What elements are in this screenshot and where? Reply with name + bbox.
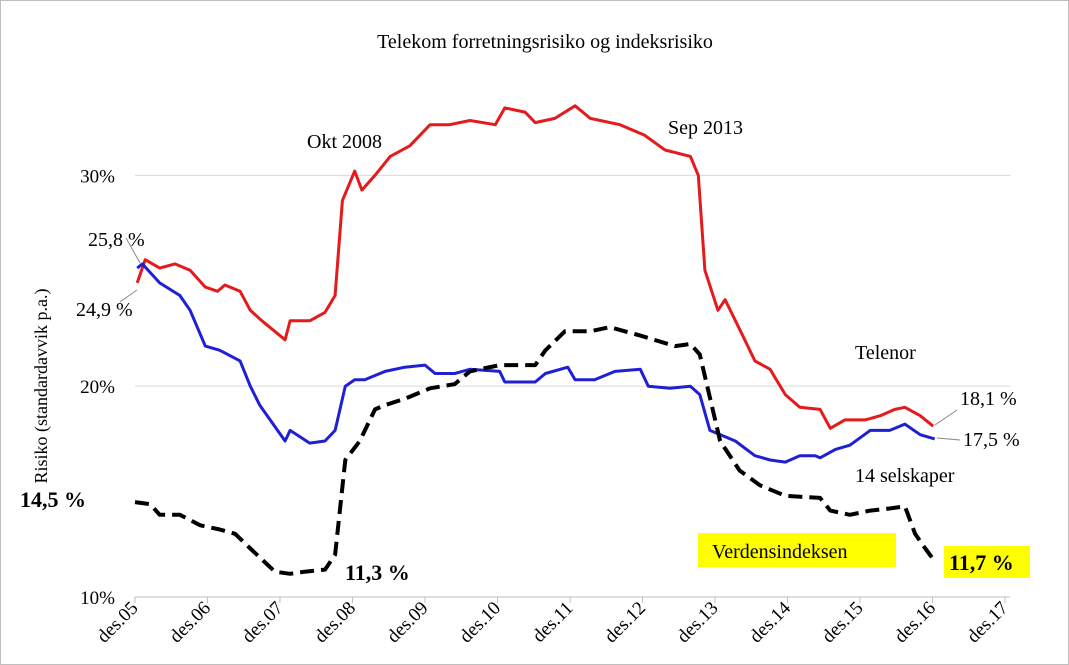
leader [125,237,141,264]
series-label: Verdensindeksen [712,541,848,563]
annotation: Sep 2013 [668,117,743,139]
leader [119,289,138,303]
value-label: 25,8 % [88,229,145,251]
annotation: Okt 2008 [307,131,382,153]
leader [934,409,958,426]
series-line [136,262,936,464]
series-label: 14 selskaper [855,465,955,487]
value-label: 18,1 % [960,388,1017,410]
chart-title: Telekom forretningsrisiko og indeksrisik… [377,31,713,53]
y-tick-label: 20% [80,377,115,398]
leader [936,437,961,441]
series-line [134,325,937,576]
value-label: 24,9 % [76,299,133,321]
series-line [135,104,935,430]
label-highlight [944,546,1030,578]
value-label: 14,5 % [20,487,86,512]
value-label: 11,7 % [949,550,1014,575]
value-label: 17,5 % [963,429,1020,451]
value-label: 11,3 % [345,560,410,585]
label-highlight [698,533,896,567]
y-axis-label: Risiko (standardavvik p.a.) [31,289,52,484]
series-label: Telenor [855,342,916,364]
y-tick-label: 10% [80,588,115,609]
y-tick-label: 30% [80,166,115,187]
